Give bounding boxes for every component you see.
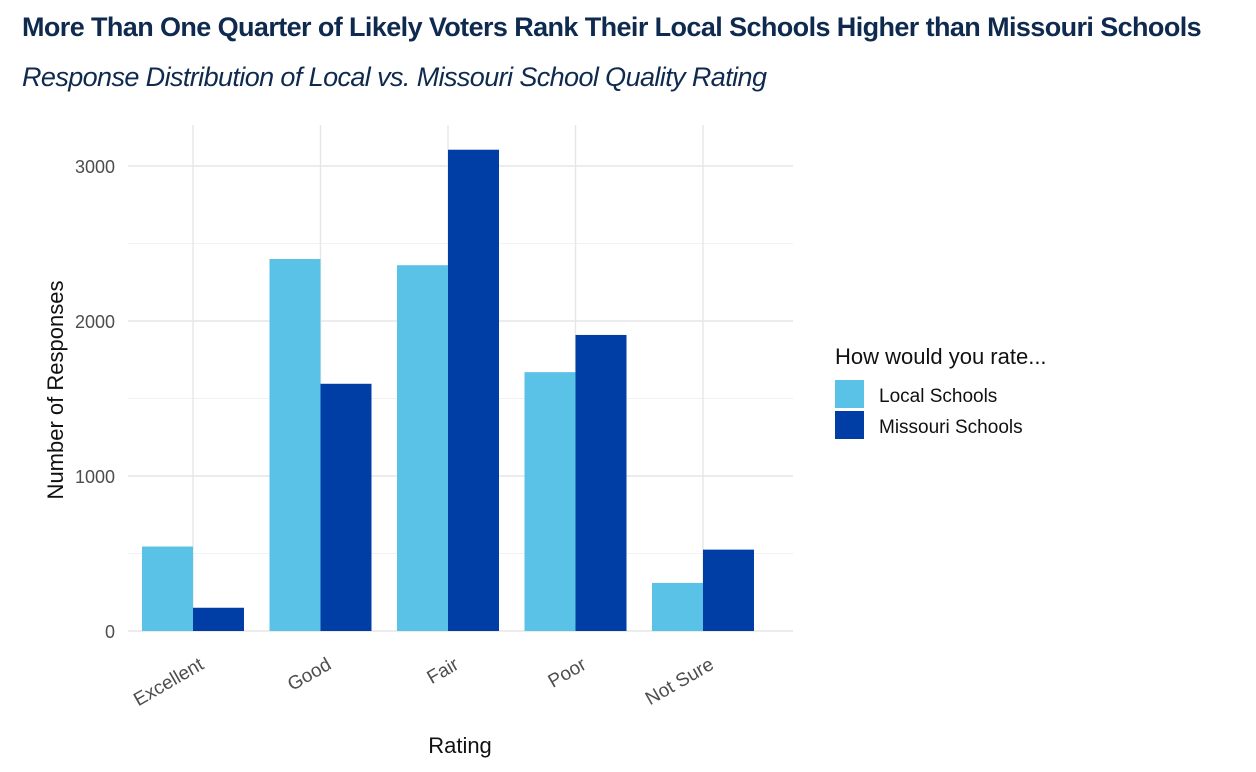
bars [142, 149, 754, 631]
x-tick-label: Excellent [130, 654, 208, 711]
bar-local-schools-excellent [142, 546, 193, 631]
y-tick-label: 1000 [75, 467, 115, 487]
chart-title: More Than One Quarter of Likely Voters R… [22, 12, 1202, 42]
legend-swatch [835, 380, 864, 408]
x-tick-label: Poor [545, 654, 591, 693]
legend-title: How would you rate... [835, 344, 1047, 369]
x-tick-label: Good [284, 654, 335, 695]
bar-missouri-schools-fair [448, 149, 499, 631]
legend-label: Missouri Schools [879, 417, 1023, 438]
y-tick-label: 2000 [75, 312, 115, 332]
legend: How would you rate... Local Schools Misso… [835, 344, 1047, 439]
y-tick-labels: 0 1000 2000 3000 [75, 157, 115, 642]
y-axis-label: Number of Responses [43, 281, 68, 500]
bar-missouri-schools-not-sure [703, 549, 754, 631]
x-tick-label: Not Sure [642, 654, 717, 710]
x-axis-label: Rating [428, 733, 492, 758]
x-tick-labels: Excellent Good Fair Poor Not Sure [130, 654, 717, 711]
bar-local-schools-poor [524, 372, 576, 631]
bar-missouri-schools-good [320, 383, 372, 631]
bar-missouri-schools-excellent [193, 607, 244, 631]
bar-local-schools-good [269, 259, 321, 631]
y-tick-label: 3000 [75, 157, 115, 177]
bar-local-schools-fair [397, 265, 448, 631]
chart-subtitle: Response Distribution of Local vs. Misso… [22, 62, 767, 92]
x-tick-label: Fair [424, 654, 463, 689]
bar-missouri-schools-poor [575, 334, 627, 631]
legend-label: Local Schools [879, 386, 997, 407]
y-tick-label: 0 [105, 622, 115, 642]
legend-swatch [835, 411, 864, 439]
bar-local-schools-not-sure [652, 582, 703, 631]
